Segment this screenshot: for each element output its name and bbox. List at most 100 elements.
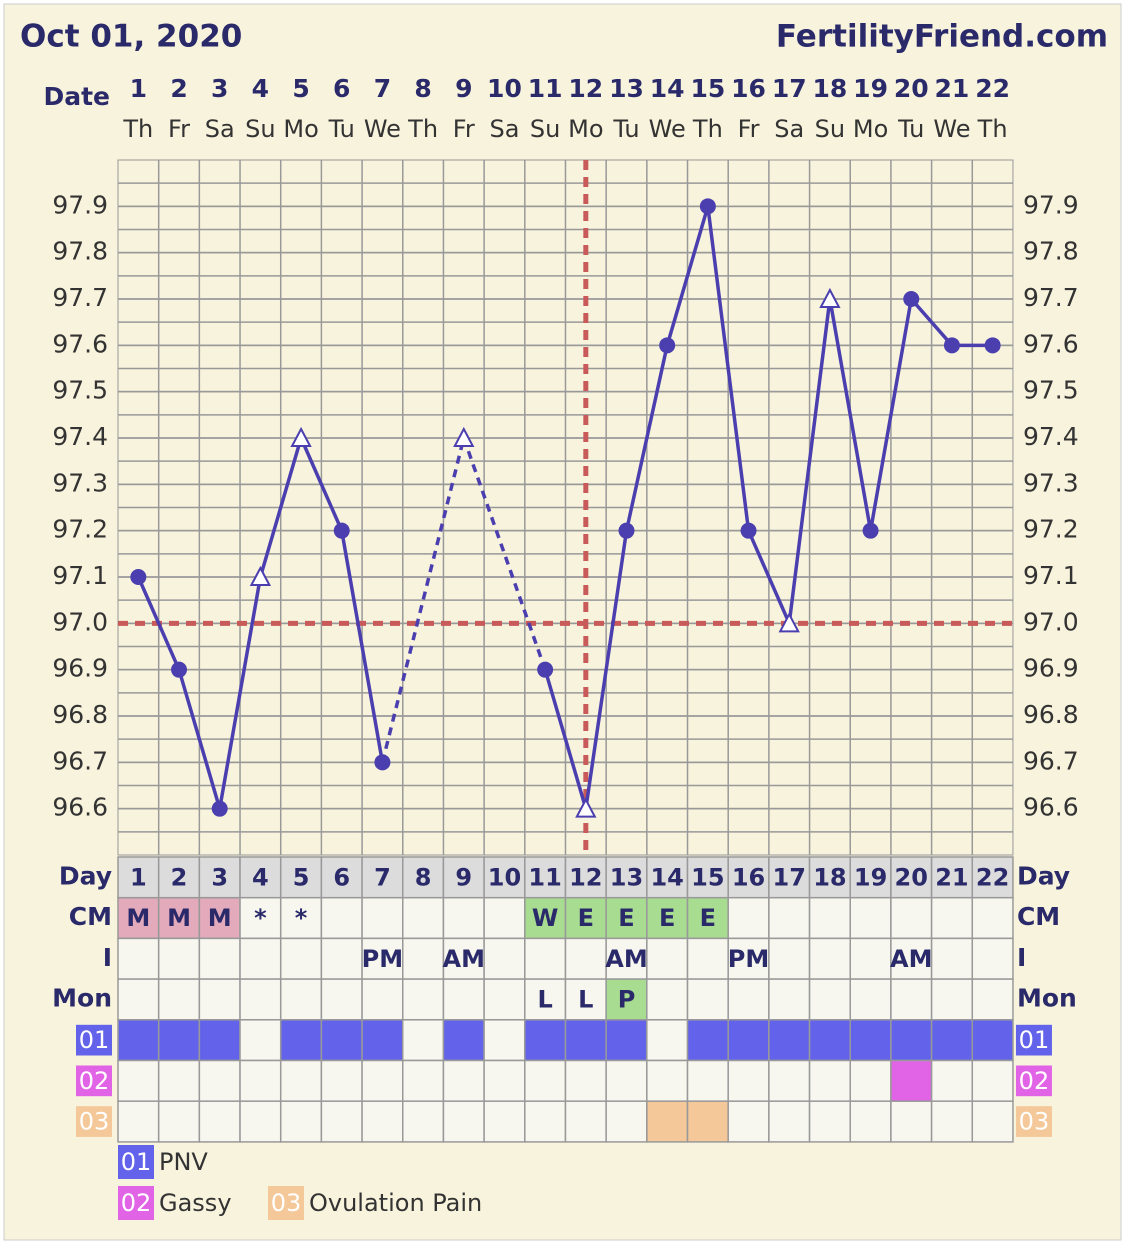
y-tick-label: 97.3 [52, 468, 108, 497]
site-name: FertilityFriend.com [776, 19, 1108, 55]
weekday-label: We [933, 115, 970, 143]
table-cell [890, 896, 933, 940]
symptom-code-box [76, 1024, 112, 1056]
table-cell [768, 937, 811, 980]
weekday-label: Tu [897, 115, 924, 143]
cell-text: 8 [415, 863, 432, 891]
table-cell [402, 1019, 445, 1062]
cell-text: 19 [854, 863, 887, 891]
symptom-cell [157, 1019, 201, 1062]
table-cell [646, 937, 689, 980]
table-cell [279, 1059, 323, 1102]
row-label-right: I [1017, 943, 1026, 972]
cell-text: L [537, 985, 552, 1013]
table-cell [971, 1100, 1014, 1143]
temperature-point [249, 565, 272, 586]
weekday-label: Th [407, 115, 438, 143]
table-cell [239, 1059, 282, 1102]
weekday-label: Fr [168, 115, 190, 143]
y-tick-label-right: 97.5 [1023, 376, 1079, 405]
y-tick-label-right: 96.7 [1023, 746, 1079, 775]
symptom-code-box [76, 1065, 112, 1097]
cell-text: M [167, 904, 191, 932]
cell-text: E [659, 904, 675, 932]
temperature-point [374, 754, 391, 771]
weekday-label: Su [530, 115, 560, 143]
table-cell [727, 978, 770, 1021]
cell-text: 12 [569, 863, 602, 891]
cell-text: W [532, 904, 558, 932]
table-cell [605, 1059, 648, 1102]
date-label: 16 [731, 74, 766, 103]
table-cell [117, 1100, 160, 1143]
table-cell [320, 896, 363, 940]
symptom-cell [605, 1019, 648, 1062]
cell-text: E [578, 904, 594, 932]
y-tick-label: 96.8 [52, 700, 108, 729]
y-tick-label: 97.4 [52, 422, 108, 451]
table-cell [808, 978, 851, 1021]
date-label: 15 [690, 74, 725, 103]
table-cell [320, 1059, 363, 1102]
symptom-code-right: 01 [1019, 1026, 1050, 1054]
legend-code: 03 [271, 1189, 302, 1217]
row-label-right: CM [1017, 902, 1060, 931]
symptom-code: 01 [79, 1026, 110, 1054]
legend-name: Gassy [159, 1189, 232, 1217]
symptom-cell [686, 1100, 729, 1143]
table-cell [483, 856, 526, 899]
table-cell [808, 896, 851, 940]
y-tick-label-right: 97.6 [1023, 329, 1079, 358]
cell-text: 2 [171, 863, 188, 891]
date-label: 4 [252, 74, 269, 103]
cell-text: 21 [935, 863, 968, 891]
table-cell [686, 896, 729, 940]
temperature-point [575, 797, 597, 818]
symptom-cell [198, 1019, 241, 1062]
cell-text: E [618, 904, 634, 932]
weekday-label: Sa [205, 115, 235, 143]
table-cell [524, 896, 567, 940]
cell-text: 18 [813, 863, 846, 891]
table-cell [361, 978, 404, 1021]
table-cell [727, 937, 770, 980]
table-cell [768, 978, 811, 1021]
temperature-point [819, 287, 841, 308]
weekday-label: Sa [489, 115, 519, 143]
legend-box [268, 1186, 304, 1220]
table-cell [483, 1100, 526, 1143]
table-cell [483, 1059, 526, 1102]
y-tick-label: 97.8 [52, 237, 108, 266]
date-label: 19 [853, 74, 888, 103]
table-cell [198, 1100, 241, 1143]
table-cell [564, 937, 607, 980]
cell-text: 13 [610, 863, 643, 891]
temperature-point [618, 522, 635, 539]
weekday-label: Th [692, 115, 723, 143]
cell-text: 22 [976, 863, 1009, 891]
table-cell [808, 1059, 851, 1102]
y-tick-label-right: 97.7 [1023, 283, 1079, 312]
temperature-point [943, 337, 960, 354]
temperature-point [211, 800, 228, 817]
date-label: 1 [130, 74, 147, 103]
table-cell [402, 896, 445, 940]
date-label: 10 [487, 74, 522, 103]
table-cell [402, 856, 445, 899]
table-cell [930, 1059, 974, 1102]
symptom-cell [524, 1019, 567, 1062]
legend-name: Ovulation Pain [309, 1189, 482, 1217]
table-cell [117, 978, 160, 1021]
table-cell [320, 856, 363, 899]
table-cell [524, 1100, 567, 1143]
table-cell [727, 1059, 770, 1102]
table-cell [727, 1100, 770, 1143]
table-cell [483, 937, 526, 980]
table-cell [808, 1100, 851, 1143]
table-cell [930, 1100, 974, 1143]
cell-text: PM [362, 945, 403, 973]
table-cell [279, 978, 323, 1021]
y-tick-label-right: 97.1 [1023, 561, 1079, 590]
table-cell [442, 978, 485, 1021]
symptom-cell [361, 1019, 404, 1062]
